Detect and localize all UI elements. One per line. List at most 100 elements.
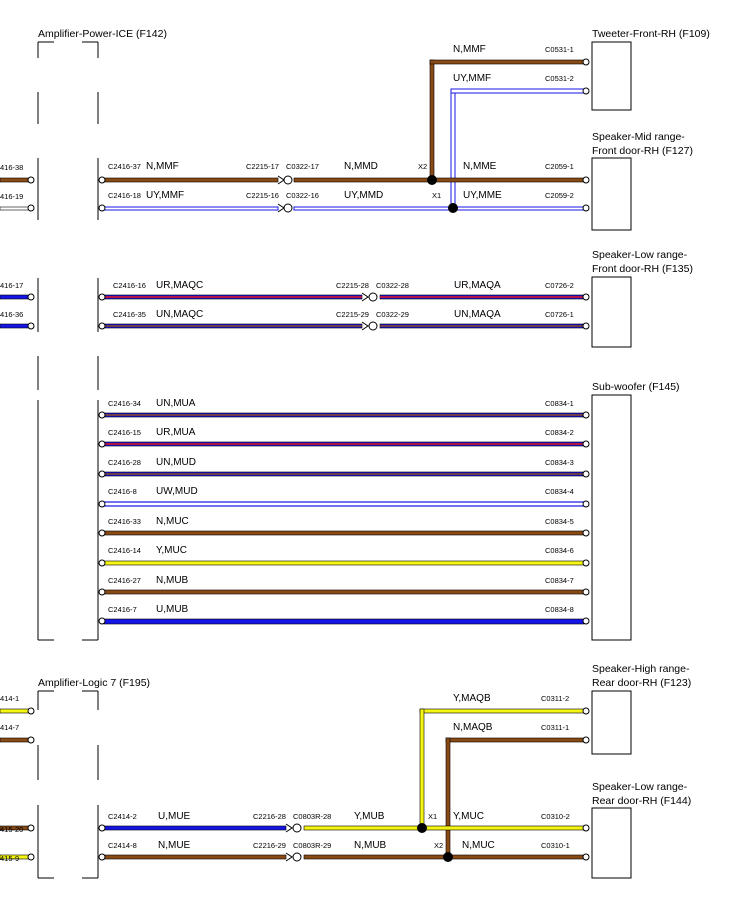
wire-code: UR,MUA [156,427,196,438]
pin [98,440,106,448]
pin-label: C0531-1 [545,45,574,54]
pin [98,204,106,212]
stub-label: 415-20 [0,825,23,834]
wire-segment [103,589,585,595]
wire-code: UN,MUA [156,398,196,409]
wire-segment [103,501,585,507]
pin [27,176,35,184]
lowrange-rear-box [591,807,632,879]
wire-code: UY,MMD [344,190,383,201]
splice-label: X1 [428,812,437,821]
amplifier-power-title: Amplifier-Power-ICE (F142) [38,28,167,40]
stub-label: 414-1 [0,694,19,703]
pin-label: C0322-16 [286,191,319,200]
splice-x2 [427,175,437,185]
pin [27,853,35,861]
pin-label: C0834-5 [545,517,574,526]
stub-wire [0,737,31,743]
pin [582,87,590,95]
pin [582,588,590,596]
stub-wire [0,708,31,714]
wire-code: UW,MUD [156,486,198,497]
wire-code: N,MMD [344,161,378,172]
pin-label: C0834-8 [545,605,574,614]
wire-segment [103,854,287,860]
inline-connector [361,321,369,331]
wire-code: UR,MAQA [454,280,501,291]
pin [27,322,35,330]
splice-x1 [417,823,427,833]
wire-segment [103,825,287,831]
subwoofer-wires: C2416-34 UN,MUA C0834-1 C2416-15 UR,MUA … [98,398,590,625]
amplifier-power-box [37,41,99,641]
wire-code: N,MUC [156,516,189,527]
pin [98,322,106,330]
stub-wire [0,294,31,300]
wire-code: N,MUB [156,575,189,586]
pin-label: C2416-14 [108,546,141,555]
highrange-rear-wires: Y,MAQB C0311-2 N,MAQB C0311-1 [419,693,590,859]
pin-label: C0834-1 [545,399,574,408]
wire-code: Y,MUB [354,811,385,822]
inline-connector [285,823,293,833]
pin [582,824,590,832]
wire-segment [103,206,279,211]
pin-label: C2215-28 [336,281,369,290]
pin-label: C0311-1 [541,723,569,732]
pin [582,707,590,715]
stub-label: 416-38 [0,163,23,172]
wire-segment [450,88,456,210]
wire-segment [419,708,425,830]
pin-label: C0322-29 [376,310,409,319]
pin [582,470,590,478]
pin-label: C0310-1 [541,841,570,850]
pin-label: C2215-17 [246,162,279,171]
pin-label: C2414-8 [108,841,137,850]
lowrange-rear-wires: C2414-2 U,MUE C2216-28 C0803R-28 Y,MUB X… [98,811,590,862]
pin-label: C2416-18 [108,191,141,200]
pin [98,853,106,861]
midrange-title-1: Speaker-Mid range- [592,131,685,143]
pin [98,293,106,301]
wire-code: U,MUE [158,811,191,822]
pin-label: C0834-2 [545,428,574,437]
midrange-box [591,157,632,231]
pin-label: C0834-3 [545,458,574,467]
pin [27,736,35,744]
wire-segment [445,737,585,743]
splice-x2 [443,852,453,862]
pin [582,617,590,625]
pin-label: C2416-8 [108,487,137,496]
pin-label: C0834-7 [545,576,574,585]
pin [98,411,106,419]
pin [98,500,106,508]
tweeter-wires: N,MMF C0531-1 UY,MMF C0531-2 [429,44,590,210]
inline-connector [283,175,293,185]
lowrange-rear-title-1: Speaker-Low range- [592,781,688,793]
stub-label: 416-17 [0,281,23,290]
pin [27,204,35,212]
pin [582,529,590,537]
amplifier-logic-title: Amplifier-Logic 7 (F195) [38,677,150,689]
wire-code: N,MAQB [453,722,493,733]
wire-segment [445,737,451,859]
inline-connector [277,203,285,213]
pin [98,588,106,596]
pin-label: C2416-27 [108,576,141,585]
pin-label: C0322-28 [376,281,409,290]
pin-label: C2416-7 [108,605,137,614]
stub-label: 416-19 [0,192,23,201]
subwoofer-box [591,394,632,641]
lowrange-front-box [591,276,632,348]
pin-label: C0531-2 [545,74,574,83]
pin [98,176,106,184]
pin-label: C2216-29 [253,841,286,850]
wire-code: N,MUC [462,840,495,851]
pin-label: C2416-15 [108,428,141,437]
stub-wire [0,323,31,329]
pin [582,853,590,861]
pin-label: C2416-37 [108,162,141,171]
wire-code: UN,MUD [156,457,196,468]
stub-wire [0,177,31,183]
wire-segment [429,59,435,181]
